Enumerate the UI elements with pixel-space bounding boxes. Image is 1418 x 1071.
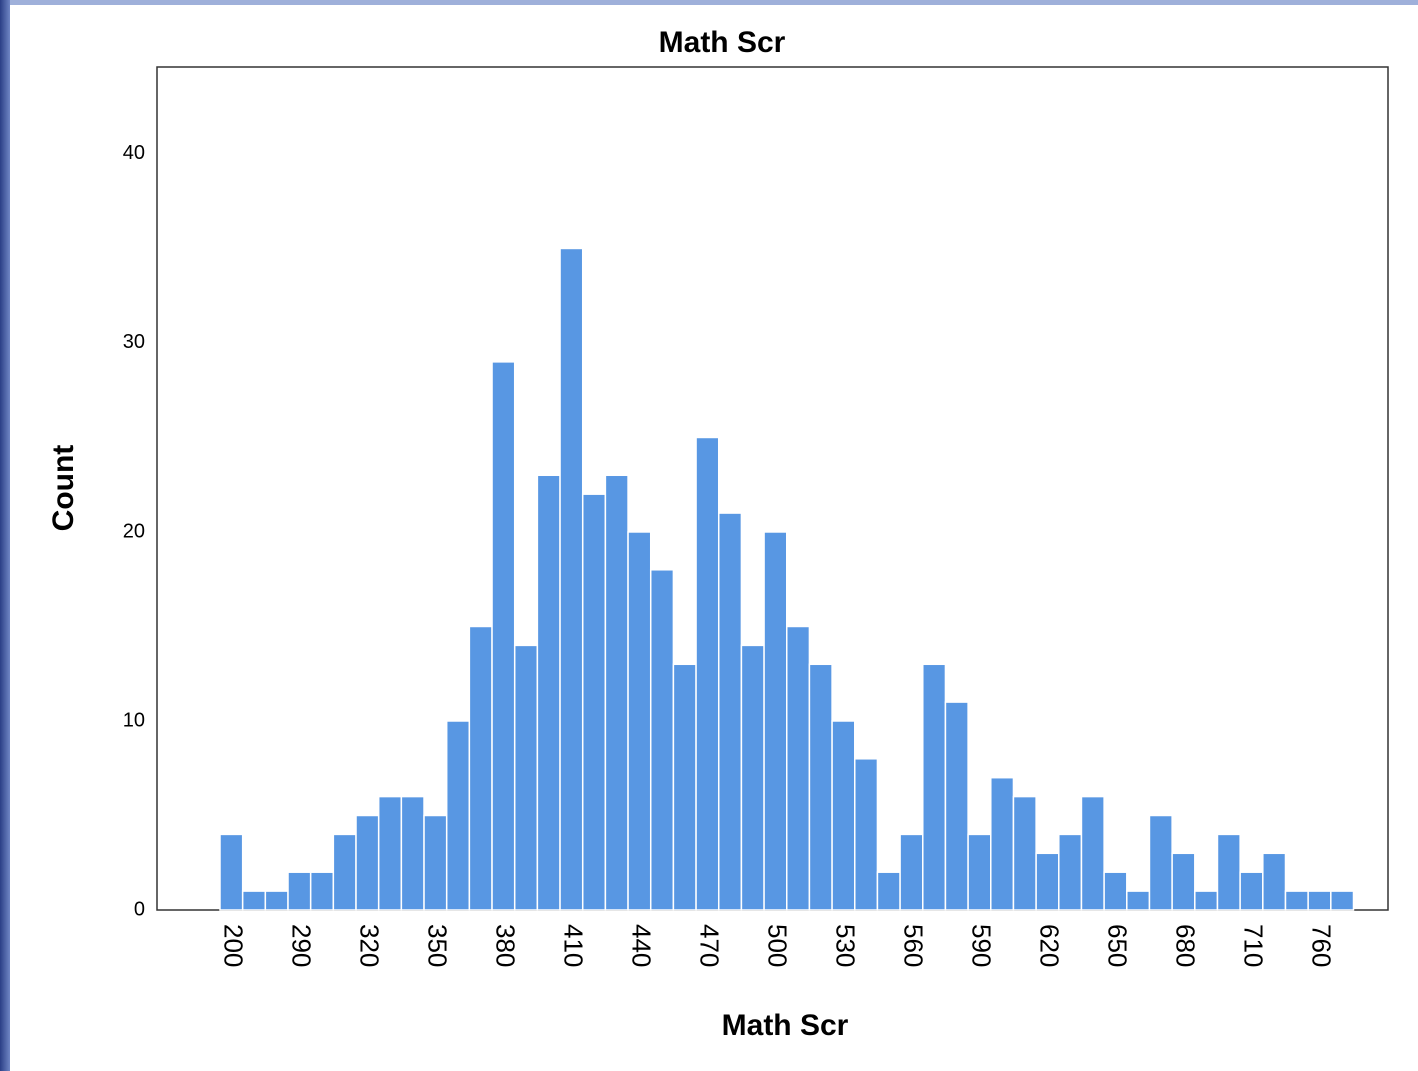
bar: [786, 625, 811, 911]
bar: [491, 361, 516, 911]
x-tick-label: 410: [559, 924, 589, 967]
x-tick-label: 680: [1171, 924, 1201, 967]
x-axis-label: Math Scr: [722, 1009, 849, 1042]
bar: [854, 758, 879, 911]
bar: [944, 701, 969, 911]
bar: [445, 720, 471, 911]
bar: [1171, 852, 1196, 911]
bar: [423, 814, 448, 911]
x-tick-label: 350: [422, 924, 452, 967]
bar: [627, 531, 652, 911]
x-tick-label: 620: [1035, 924, 1065, 967]
bar: [513, 644, 539, 911]
bar: [309, 871, 335, 911]
bar: [400, 795, 425, 911]
bar: [377, 795, 403, 911]
bar: [1307, 890, 1332, 911]
bar: [1012, 795, 1037, 911]
x-tick-label: 530: [831, 924, 861, 967]
bar: [1262, 852, 1287, 911]
bar: [922, 663, 947, 911]
bar: [536, 474, 561, 911]
bar: [264, 890, 289, 911]
x-tick-label: 710: [1239, 924, 1269, 967]
bar: [287, 871, 312, 911]
y-tick-label: 30: [123, 331, 145, 353]
bar: [899, 833, 924, 911]
bar: [355, 814, 380, 911]
x-tick-label: 470: [695, 924, 725, 967]
y-tick-label: 20: [123, 520, 145, 542]
bar: [1126, 890, 1151, 911]
bar: [332, 833, 357, 911]
bar: [604, 474, 629, 911]
y-axis-label: Count: [47, 445, 80, 532]
y-tick-label: 0: [134, 898, 145, 920]
bar: [990, 776, 1015, 911]
x-tick-label: 590: [967, 924, 997, 967]
x-tick-label: 290: [286, 924, 316, 967]
chart-title: Math Scr: [659, 26, 786, 59]
bar: [1216, 833, 1241, 911]
x-tick-label: 380: [491, 924, 521, 967]
bar: [1239, 871, 1264, 911]
bar: [241, 890, 267, 911]
bar: [1080, 795, 1105, 911]
window-top-strip: [10, 0, 1418, 5]
x-tick-label: 560: [899, 924, 929, 967]
bar: [1284, 890, 1309, 911]
bar: [740, 644, 765, 911]
bar: [876, 871, 901, 911]
y-tick-label: 10: [123, 709, 145, 731]
x-tick-label: 320: [354, 924, 384, 967]
bar: [468, 625, 493, 911]
x-tick-label: 500: [763, 924, 793, 967]
bar: [967, 833, 992, 911]
x-tick-label: 200: [218, 924, 248, 967]
x-tick-label: 650: [1103, 924, 1133, 967]
bar: [695, 436, 720, 911]
bar: [559, 247, 584, 911]
bar: [1330, 890, 1355, 911]
x-tick-label: 760: [1307, 924, 1337, 967]
bar: [831, 720, 856, 911]
y-tick-label: 40: [123, 142, 145, 164]
bar: [219, 833, 244, 911]
bar: [649, 569, 675, 911]
bar: [1058, 833, 1083, 911]
bar: [1035, 852, 1060, 911]
x-tick-label: 440: [627, 924, 657, 967]
bar: [1194, 890, 1219, 911]
bar: [763, 531, 788, 911]
bar: [672, 663, 697, 911]
bar: [717, 512, 743, 911]
bar: [581, 493, 607, 911]
bar: [1148, 814, 1173, 911]
bar: [1103, 871, 1128, 911]
bar: [808, 663, 833, 911]
